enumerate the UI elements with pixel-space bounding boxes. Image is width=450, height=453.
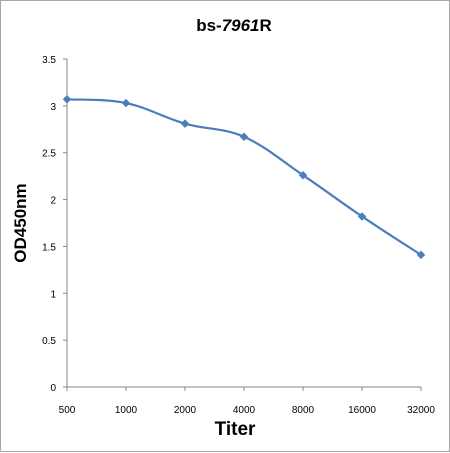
x-ticks: 500 1000 2000 4000 8000 16000 32000 — [59, 387, 435, 416]
data-point-marker — [357, 212, 367, 221]
chart-title: bs-7961R — [196, 16, 272, 35]
chart-title-suffix: R — [260, 16, 272, 35]
y-tick-label: 1 — [50, 289, 56, 300]
series-layer — [62, 94, 426, 260]
x-tick-label: 500 — [59, 405, 76, 416]
x-tick-label: 1000 — [115, 405, 138, 416]
data-point-marker — [180, 119, 190, 129]
x-tick-label: 2000 — [174, 405, 197, 416]
data-point-marker — [239, 132, 249, 142]
x-tick-label: 4000 — [233, 405, 256, 416]
x-tick-label: 8000 — [292, 405, 315, 416]
y-tick-label: 2.5 — [42, 149, 56, 160]
x-tick-label: 32000 — [407, 405, 435, 416]
y-tick-label: 2 — [50, 196, 56, 207]
data-point-marker — [416, 250, 426, 260]
y-tick-label: 1.5 — [42, 242, 56, 253]
x-axis-title: Titer — [215, 419, 256, 440]
data-point-marker — [121, 98, 131, 108]
y-tick-label: 0.5 — [42, 336, 56, 347]
y-tick-label: 3 — [50, 102, 56, 113]
chart-title-prefix: bs- — [196, 16, 222, 35]
data-point-marker — [62, 94, 72, 104]
chart-title-number: 7961 — [222, 16, 260, 35]
series-line — [66, 98, 422, 256]
y-axis-title: OD450nm — [11, 183, 30, 262]
y-tick-label: 3.5 — [42, 55, 56, 66]
x-tick-label: 16000 — [348, 405, 376, 416]
y-ticks: 0 0.5 1 1.5 2 2.5 3 3.5 — [42, 55, 67, 394]
y-tick-label: 0 — [50, 383, 56, 394]
data-point-marker — [298, 170, 308, 180]
